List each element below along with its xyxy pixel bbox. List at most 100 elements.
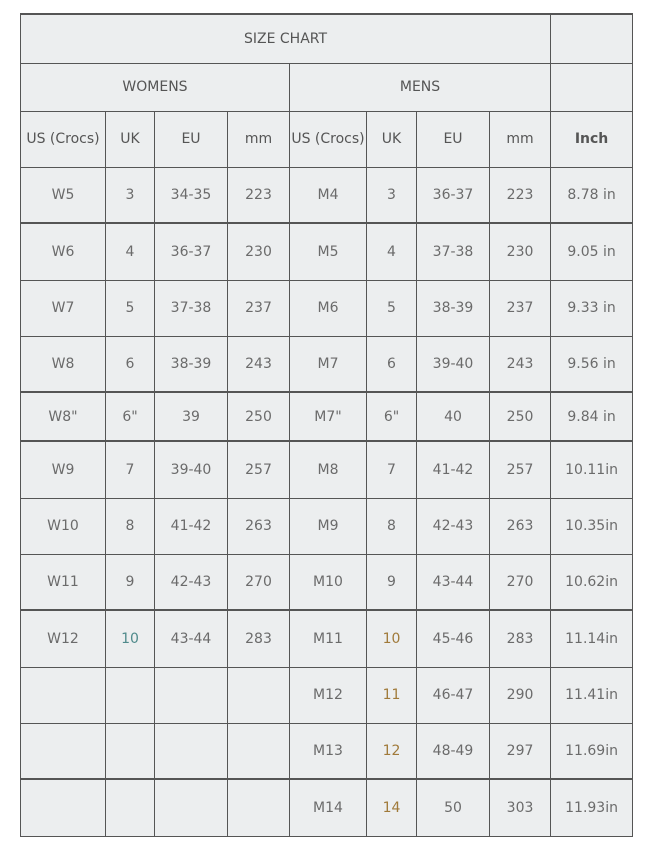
mens-header: MENS bbox=[288, 62, 552, 112]
table-row: M13 12 48-49 297 11.69in bbox=[20, 722, 634, 780]
table-cell: 243 bbox=[488, 335, 552, 393]
table-cell: 41-42 bbox=[416, 440, 490, 499]
table-cell: 10.62in bbox=[550, 553, 634, 611]
table-cell: 250 bbox=[227, 391, 290, 442]
table-cell: W5 bbox=[20, 166, 106, 224]
table-cell bbox=[20, 666, 106, 724]
table-cell: 34-35 bbox=[154, 166, 228, 224]
table-cell: 14 bbox=[366, 778, 417, 837]
table-cell: 11.14in bbox=[550, 609, 634, 668]
table-cell: 237 bbox=[227, 279, 290, 337]
table-cell: 40 bbox=[416, 391, 490, 442]
table-cell: 297 bbox=[488, 722, 552, 780]
table-row: M12 11 46-47 290 11.41in bbox=[20, 666, 634, 724]
table-cell: 39-40 bbox=[416, 335, 490, 393]
table-cell: 46-47 bbox=[416, 666, 490, 724]
table-cell: 230 bbox=[488, 222, 552, 281]
table-cell: W8" bbox=[20, 391, 106, 442]
table-cell: 290 bbox=[488, 666, 552, 724]
table-cell: 39-40 bbox=[154, 440, 228, 499]
column-header: EU bbox=[154, 110, 228, 168]
table-cell: 38-39 bbox=[416, 279, 490, 337]
table-cell: W8 bbox=[20, 335, 106, 393]
table-cell: 223 bbox=[227, 166, 290, 224]
table-cell: 283 bbox=[227, 609, 290, 668]
table-row: M14 14 50 303 11.93in bbox=[20, 778, 634, 837]
column-header: Inch bbox=[550, 110, 634, 168]
table-cell bbox=[227, 778, 290, 837]
table-cell: 6" bbox=[105, 391, 155, 442]
table-cell: 43-44 bbox=[154, 609, 228, 668]
table-cell: 263 bbox=[227, 497, 290, 555]
table-cell: 7 bbox=[105, 440, 155, 499]
table-cell: 223 bbox=[488, 166, 552, 224]
column-header: UK bbox=[105, 110, 155, 168]
table-cell: M8 bbox=[289, 440, 367, 499]
table-cell: 263 bbox=[488, 497, 552, 555]
table-cell: W12 bbox=[20, 609, 106, 668]
table-cell: 11.93in bbox=[550, 778, 634, 837]
table-cell: 43-44 bbox=[416, 553, 490, 611]
table-cell: 50 bbox=[416, 778, 490, 837]
table-cell: M7 bbox=[289, 335, 367, 393]
table-cell: 257 bbox=[227, 440, 290, 499]
table-cell: 237 bbox=[488, 279, 552, 337]
empty-cell bbox=[550, 62, 634, 112]
table-cell: W7 bbox=[20, 279, 106, 337]
table-cell: 303 bbox=[488, 778, 552, 837]
table-cell: W6 bbox=[20, 222, 106, 281]
table-cell: 9 bbox=[366, 553, 417, 611]
table-cell bbox=[20, 778, 106, 837]
table-cell: 9 bbox=[105, 553, 155, 611]
table-cell: 5 bbox=[366, 279, 417, 337]
table-cell: M11 bbox=[289, 609, 367, 668]
table-cell: M7" bbox=[289, 391, 367, 442]
table-cell: M12 bbox=[289, 666, 367, 724]
table-row: W7 5 37-38 237 M6 5 38-39 237 9.33 in bbox=[20, 279, 634, 337]
table-cell: 8 bbox=[105, 497, 155, 555]
table-cell: M13 bbox=[289, 722, 367, 780]
table-row: W12 10 43-44 283 M11 10 45-46 283 11.14in bbox=[20, 609, 634, 668]
table-cell: 283 bbox=[488, 609, 552, 668]
table-cell bbox=[20, 722, 106, 780]
table-cell: 4 bbox=[366, 222, 417, 281]
table-row: W10 8 41-42 263 M9 8 42-43 263 10.35in bbox=[20, 497, 634, 555]
table-row: W11 9 42-43 270 M10 9 43-44 270 10.62in bbox=[20, 553, 634, 611]
table-cell: 10 bbox=[105, 609, 155, 668]
table-cell: 11.41in bbox=[550, 666, 634, 724]
table-cell: 230 bbox=[227, 222, 290, 281]
table-cell: 38-39 bbox=[154, 335, 228, 393]
table-cell: 41-42 bbox=[154, 497, 228, 555]
table-cell: M6 bbox=[289, 279, 367, 337]
table-cell: W11 bbox=[20, 553, 106, 611]
table-cell: 11 bbox=[366, 666, 417, 724]
table-cell: 250 bbox=[488, 391, 552, 442]
column-header: mm bbox=[488, 110, 552, 168]
table-cell: M9 bbox=[289, 497, 367, 555]
table-cell: 270 bbox=[227, 553, 290, 611]
table-cell bbox=[105, 778, 155, 837]
table-cell: 4 bbox=[105, 222, 155, 281]
table-cell: 10.11in bbox=[550, 440, 634, 499]
table-cell: 5 bbox=[105, 279, 155, 337]
table-cell: 257 bbox=[488, 440, 552, 499]
size-chart-table: SIZE CHART WOMENS MENS US (Crocs) UK EU mm US… bbox=[19, 13, 634, 837]
table-cell: 270 bbox=[488, 553, 552, 611]
table-cell: 9.56 in bbox=[550, 335, 634, 393]
table-row: W8" 6" 39 250 M7" 6" 40 250 9.84 in bbox=[20, 391, 634, 442]
column-header: UK bbox=[366, 110, 417, 168]
table-cell: 36-37 bbox=[154, 222, 228, 281]
table-row: W8 6 38-39 243 M7 6 39-40 243 9.56 in bbox=[20, 335, 634, 393]
table-cell: 10 bbox=[366, 609, 417, 668]
table-cell: 11.69in bbox=[550, 722, 634, 780]
table-cell: 3 bbox=[105, 166, 155, 224]
table-cell: 9.05 in bbox=[550, 222, 634, 281]
table-cell: W10 bbox=[20, 497, 106, 555]
table-cell: 9.33 in bbox=[550, 279, 634, 337]
table-cell bbox=[154, 722, 228, 780]
empty-cell bbox=[550, 13, 634, 64]
table-cell: M4 bbox=[289, 166, 367, 224]
table-cell: 6 bbox=[105, 335, 155, 393]
table-cell: 8 bbox=[366, 497, 417, 555]
table-cell: 39 bbox=[154, 391, 228, 442]
